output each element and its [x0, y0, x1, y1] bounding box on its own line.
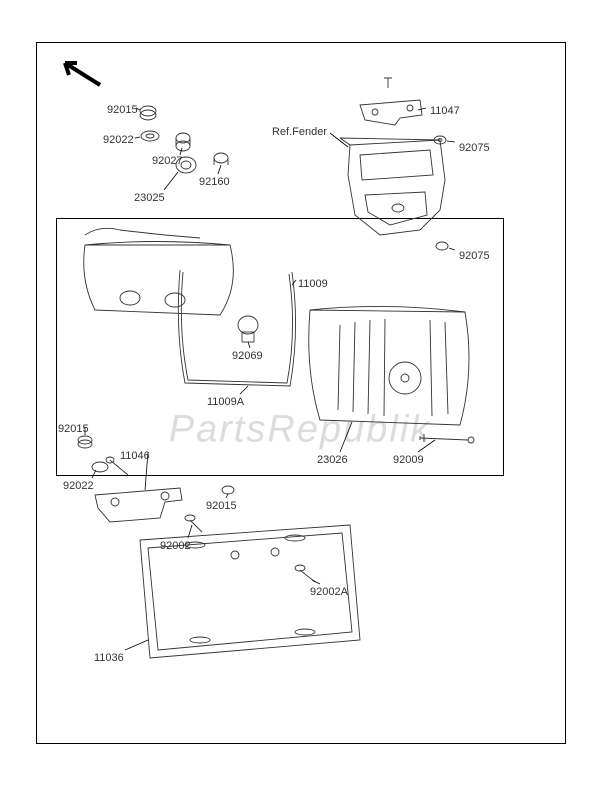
part-label-92022-left: 92022 [63, 480, 94, 492]
direction-arrow-icon [55, 55, 115, 95]
part-label-92075-mid: 92075 [459, 250, 490, 262]
part-label-92015-left: 92015 [58, 423, 89, 435]
part-label-92002A: 92002A [310, 586, 348, 598]
part-label-11046: 11046 [120, 450, 150, 462]
part-label-11009: 11009 [298, 278, 328, 290]
part-label-92009: 92009 [393, 454, 424, 466]
part-label-92075-top: 92075 [459, 142, 490, 154]
part-label-92015-mid: 92015 [206, 500, 237, 512]
part-label-92069: 92069 [232, 350, 263, 362]
part-label-92160: 92160 [199, 176, 230, 188]
part-label-92002: 92002 [160, 540, 191, 552]
part-label-92015-top: 92015 [107, 104, 138, 116]
part-label-92022-top: 92022 [103, 134, 134, 146]
part-label-23025: 23025 [134, 192, 165, 204]
part-label-11047: 11047 [430, 105, 460, 117]
parts-group-box [56, 218, 504, 476]
part-label-11009A: 11009A [207, 396, 244, 408]
part-label-23026: 23026 [317, 454, 348, 466]
part-label-11036: 11036 [94, 652, 124, 664]
ref-fender-label: Ref.Fender [272, 126, 327, 138]
part-label-92027: 92027 [152, 155, 183, 167]
